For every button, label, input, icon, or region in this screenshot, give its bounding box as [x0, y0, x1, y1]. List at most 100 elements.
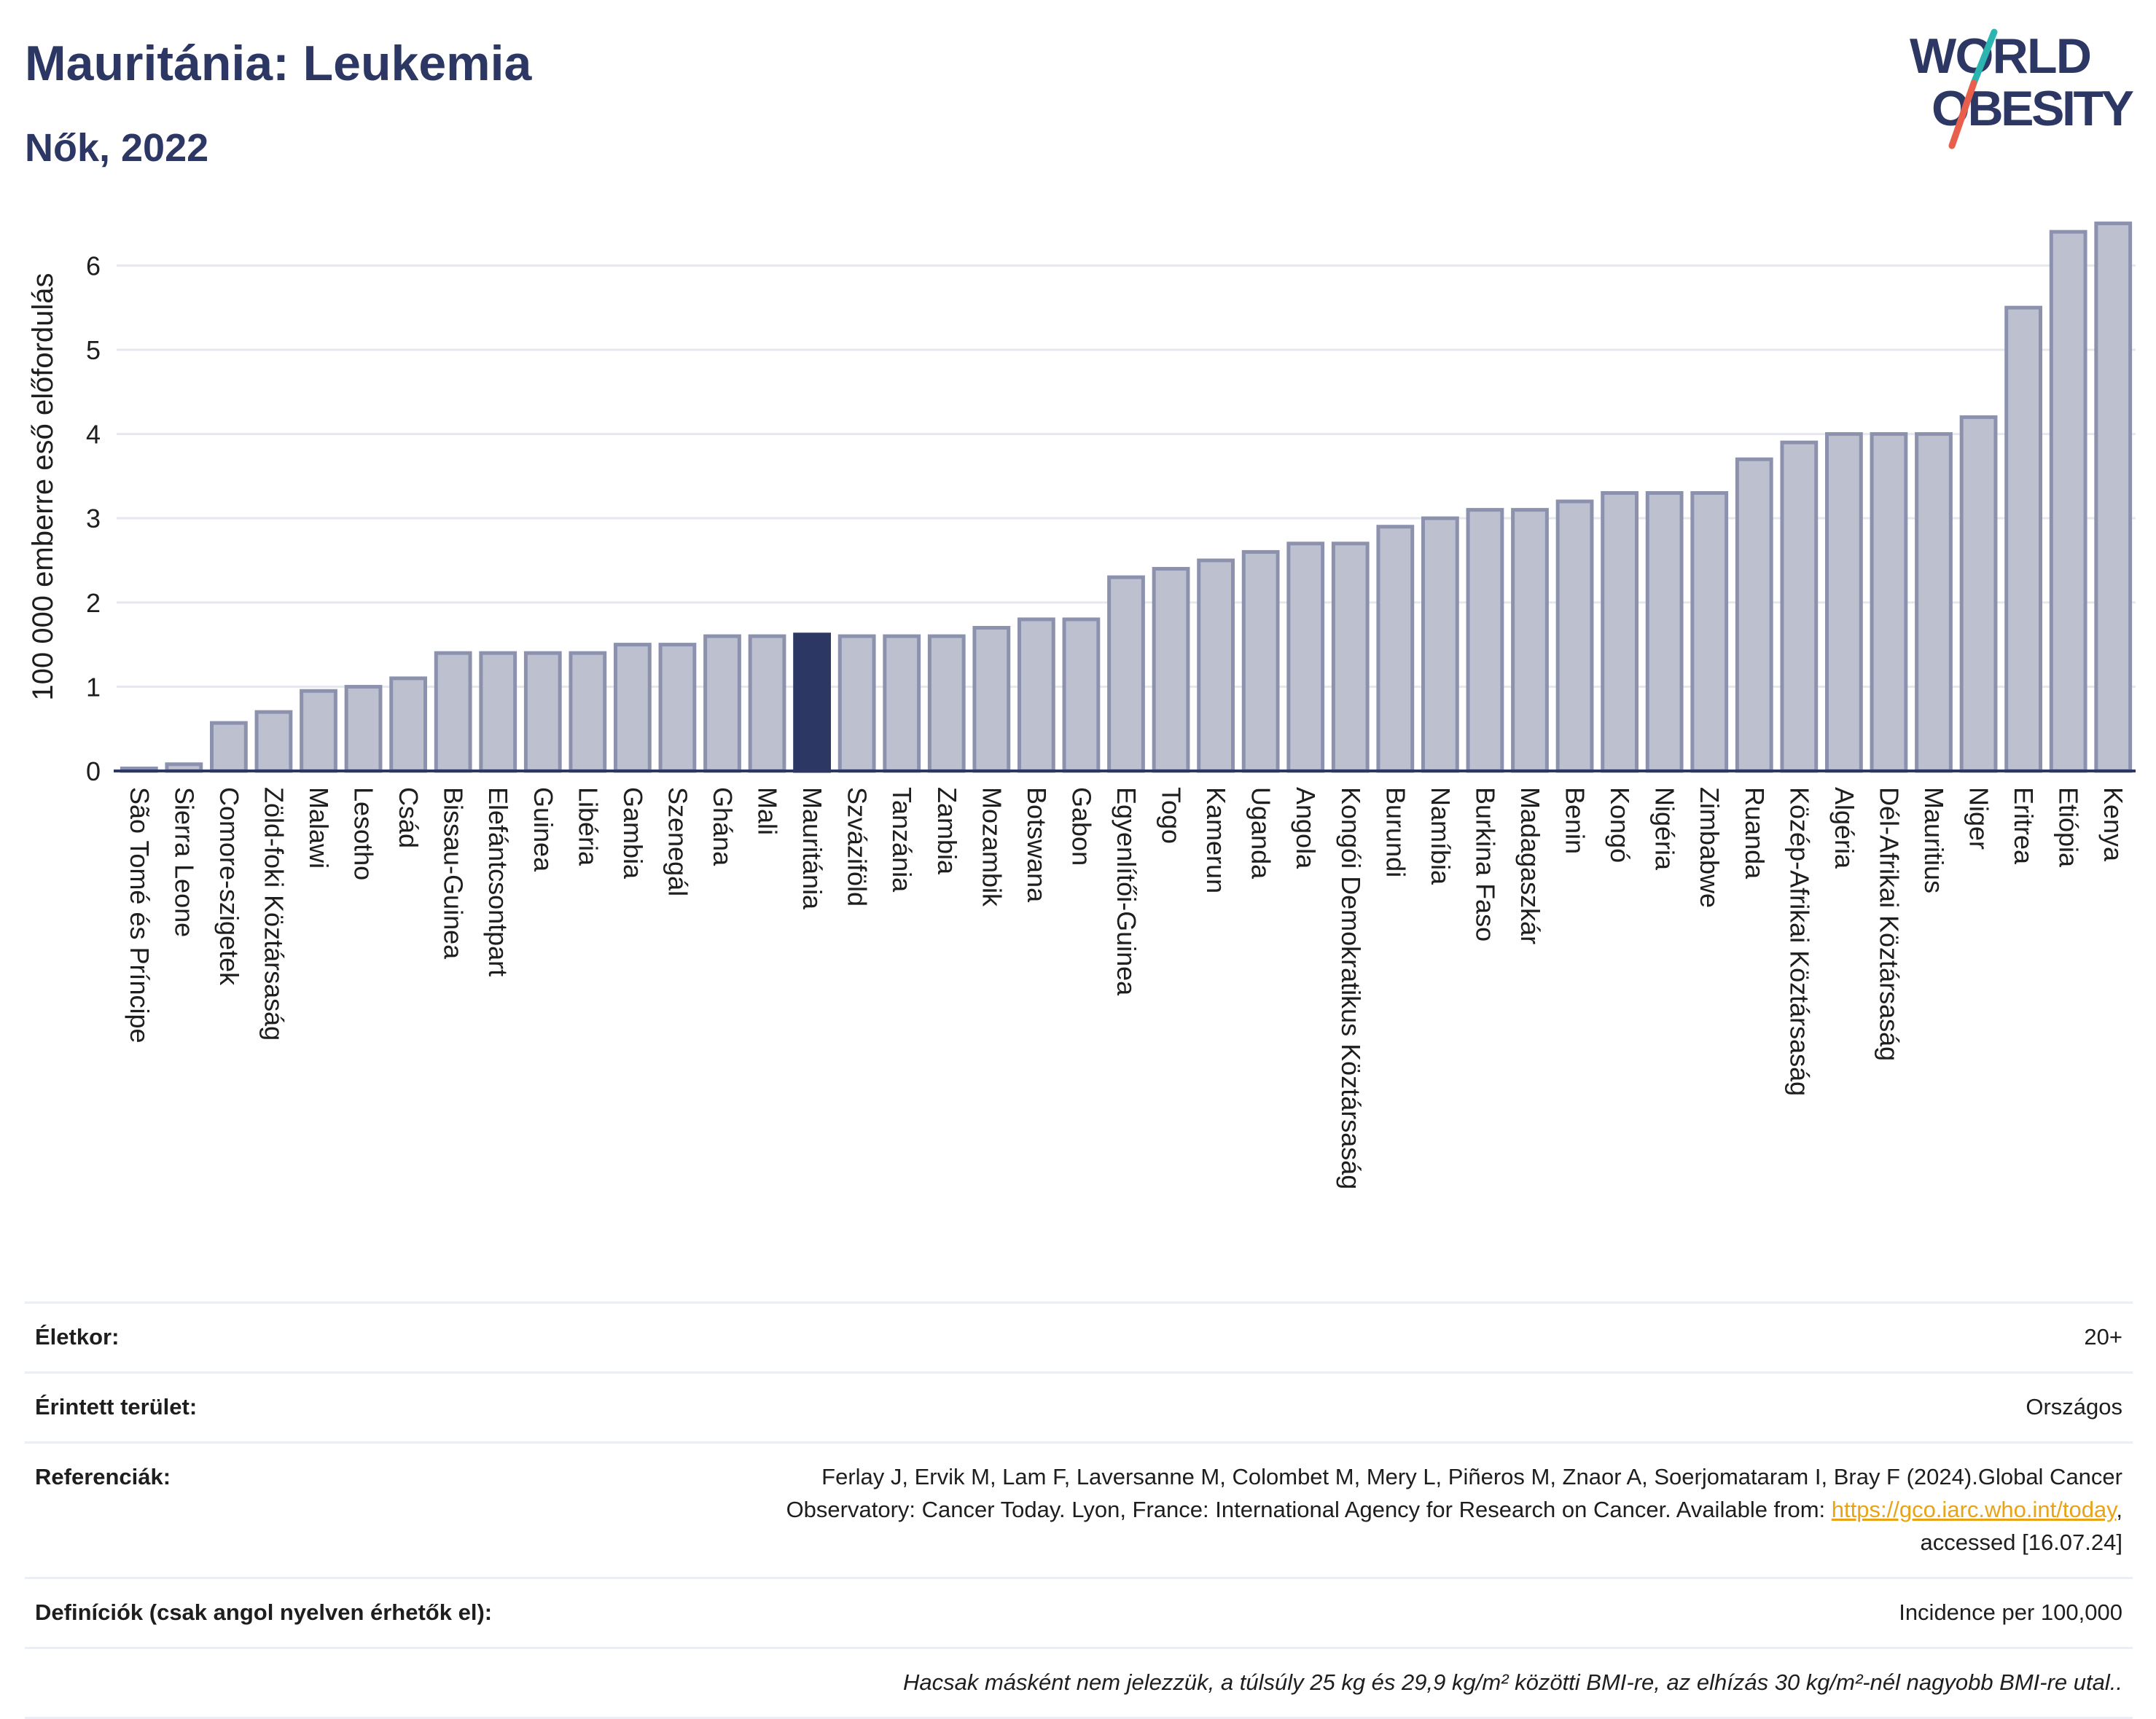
x-tick-label: Zöld-foki Köztársaság [259, 787, 289, 1041]
bar-6 [389, 676, 428, 773]
x-tick-label: Ghána [708, 787, 738, 866]
bar-18 [927, 634, 966, 773]
x-tick-label: Botswana [1022, 787, 1052, 903]
bar-34 [1645, 491, 1684, 773]
world-obesity-logo: WORLD OBESITY [1910, 28, 2134, 149]
x-tick-label: Angola [1291, 787, 1321, 869]
references-suffix: , accessed [16.07.24] [1920, 1496, 2122, 1555]
y-tick-label: 5 [86, 335, 101, 365]
x-tick-label: Etiópia [2054, 787, 2084, 868]
x-tick-label: Kongó [1605, 787, 1635, 863]
x-tick-label: Közép-Afrikai Köztársaság [1784, 787, 1814, 1096]
x-tick-label: Uganda [1246, 787, 1276, 880]
bar-40 [1915, 432, 1953, 773]
info-row-note: Hacsak másként nem jelezzük, a túlsúly 2… [25, 1646, 2133, 1719]
bar-20 [1017, 617, 1055, 773]
bar-3 [254, 710, 293, 773]
bar-12 [658, 643, 697, 773]
bar-19 [972, 625, 1011, 773]
definitions-label: Definíciók (csak angol nyelven érhetők e… [25, 1576, 701, 1648]
info-row-area: Érintett terület: Országos [25, 1371, 2133, 1443]
bar-25 [1241, 549, 1280, 773]
x-tick-label: Zimbabwe [1695, 787, 1725, 908]
bar-35 [1690, 491, 1729, 773]
bar-7 [434, 651, 472, 773]
bar-21 [1062, 617, 1101, 773]
x-tick-label: Niger [1964, 787, 1994, 850]
page-title: Mauritánia: Leukemia [25, 36, 532, 91]
bar-11 [613, 643, 652, 773]
x-tick-label: Kamerun [1201, 787, 1231, 893]
bar-8 [479, 651, 517, 773]
bar-chart: 0 1 2 3 4 5 6 São Tomé és Príncipe Sierra Leone… [27, 222, 2136, 1189]
bar-41 [1959, 415, 1998, 773]
x-tick-label: Burundi [1380, 787, 1410, 877]
x-tick-label: Comore-szigetek [214, 787, 244, 986]
y-tick-label: 2 [86, 588, 101, 618]
x-tick-label: Egyenlítői-Guinea [1112, 787, 1141, 996]
x-tick-label: Szváziföld [843, 787, 872, 907]
logo-line-1: WORLD [1910, 28, 2092, 84]
x-tick-label: Mozambik [977, 787, 1007, 907]
area-value: Országos [701, 1371, 2133, 1443]
x-tick-label: Namíbia [1426, 787, 1456, 885]
x-tick-label: Mauritius [1919, 787, 1949, 893]
x-tick-label: Ruanda [1740, 787, 1770, 880]
y-tick-label: 0 [86, 756, 101, 786]
x-tick-label: Tanzánia [887, 787, 917, 893]
bar-27 [1331, 541, 1370, 773]
y-axis-title: 100 000 emberre eső előfordulás [27, 273, 59, 700]
x-tick-label: Kongói Demokratikus Köztársaság [1336, 787, 1366, 1189]
x-tick-label: Benin [1561, 787, 1590, 854]
x-tick-label: Elefántcsontpart [483, 787, 513, 976]
bar-37 [1780, 440, 1819, 773]
x-tick-label: Dél-Afrikai Köztársaság [1874, 787, 1904, 1061]
x-tick-label: Togo [1157, 787, 1187, 844]
bar-36 [1735, 457, 1773, 773]
x-tick-label: Sierra Leone [169, 787, 199, 937]
bar-44 [2094, 222, 2133, 773]
x-tick-label: Szenegál [663, 787, 692, 896]
definitions-value: Incidence per 100,000 [701, 1576, 2133, 1648]
info-table: Életkor: 20+ Érintett terület: Országos … [25, 1301, 2133, 1719]
x-tick-label: Eritrea [2009, 787, 2039, 865]
bar-30 [1466, 508, 1504, 773]
references-link[interactable]: https://gco.iarc.who.int/today [1831, 1496, 2117, 1522]
bar-39 [1870, 432, 1908, 773]
x-tick-label: Mali [753, 787, 783, 835]
x-tick-label: Algéria [1829, 787, 1859, 869]
bar-26 [1286, 541, 1325, 773]
bar-31 [1511, 508, 1549, 773]
bar-23 [1152, 567, 1190, 773]
y-tick-label: 6 [86, 251, 101, 281]
x-tick-label: Kenya [2098, 787, 2128, 862]
references-text: Ferlay J, Ervik M, Lam F, Laversanne M, … [786, 1463, 2122, 1522]
x-tick-label: Libéria [573, 787, 603, 866]
info-row-definitions: Definíciók (csak angol nyelven érhetők e… [25, 1576, 2133, 1648]
x-tick-label: Gambia [618, 787, 648, 880]
x-tick-label: Burkina Faso [1470, 787, 1500, 941]
y-tick-label: 3 [86, 504, 101, 533]
x-tick-label: Gabon [1066, 787, 1096, 866]
info-row-references: Referenciák: Ferlay J, Ervik M, Lam F, L… [25, 1441, 2133, 1578]
x-tick-label: Csád [394, 787, 423, 848]
footnote: Hacsak másként nem jelezzük, a túlsúly 2… [25, 1646, 2133, 1719]
bar-24 [1197, 558, 1235, 773]
x-tick-label: Bissau-Guinea [439, 787, 469, 960]
references-value: Ferlay J, Ervik M, Lam F, Laversanne M, … [701, 1441, 2133, 1578]
page-subtitle: Nők, 2022 [25, 126, 209, 170]
x-tick-label: Madagaszkár [1515, 787, 1545, 944]
bar-14 [748, 634, 786, 773]
x-tick-label: Lesotho [349, 787, 379, 880]
age-label: Életkor: [25, 1301, 701, 1373]
x-tick-label: Mauritánia [797, 787, 827, 910]
bar-28 [1376, 525, 1415, 773]
bar-29 [1421, 516, 1459, 773]
bar-42 [2004, 305, 2043, 773]
bar-17 [883, 634, 921, 773]
info-row-age: Életkor: 20+ [25, 1301, 2133, 1373]
bar-5 [344, 684, 383, 773]
x-tick-label: Malawi [304, 787, 334, 869]
logo-slash-coral [1948, 79, 1977, 149]
y-tick-label: 4 [86, 420, 101, 450]
